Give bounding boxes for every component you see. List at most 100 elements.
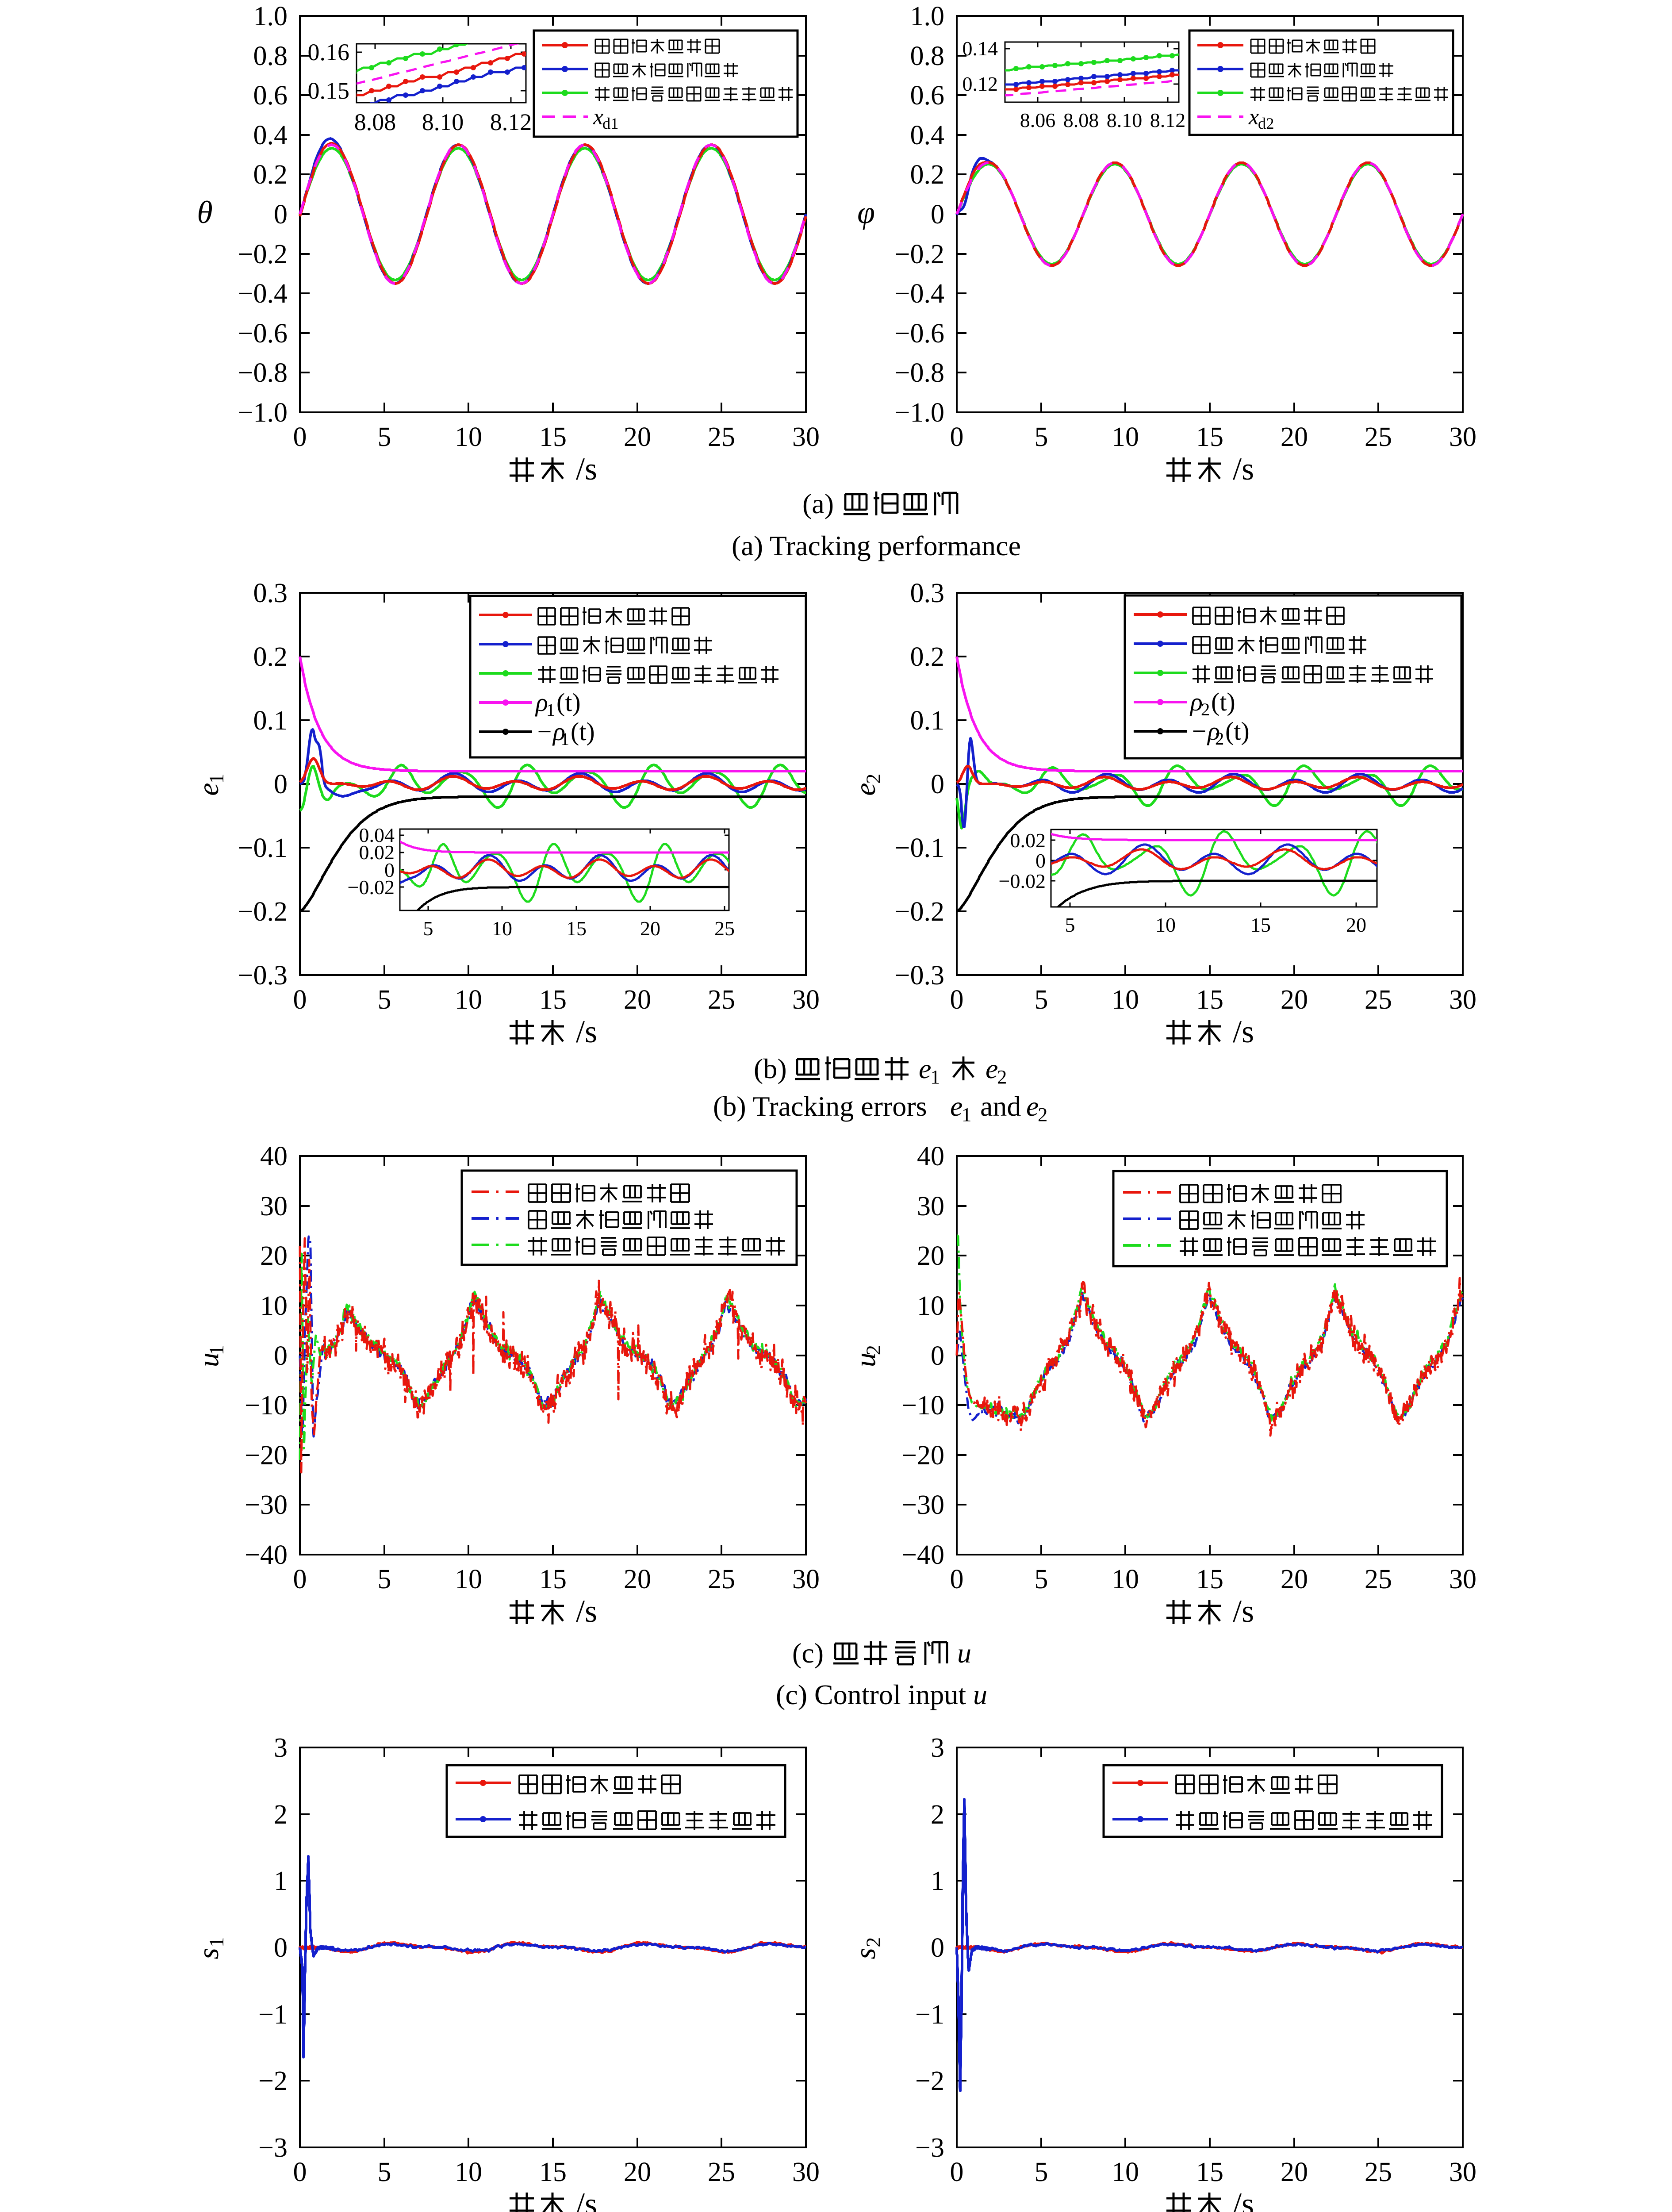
svg-text:15: 15: [539, 1564, 567, 1594]
svg-text:1: 1: [931, 1866, 944, 1896]
svg-text:−0.4: −0.4: [895, 279, 944, 309]
svg-text:40: 40: [917, 1141, 944, 1171]
svg-text:−3: −3: [915, 2133, 944, 2163]
svg-text:/s: /s: [568, 451, 597, 487]
svg-text:5: 5: [1035, 422, 1048, 452]
svg-text:d2: d2: [1258, 115, 1274, 132]
svg-text:30: 30: [1449, 1564, 1476, 1594]
svg-text:/s: /s: [1225, 451, 1254, 487]
svg-text:40: 40: [260, 1141, 288, 1171]
svg-text:and: and: [973, 1091, 1028, 1122]
svg-text:0: 0: [384, 859, 395, 881]
svg-text:15: 15: [1250, 914, 1271, 936]
svg-text:0.6: 0.6: [253, 81, 288, 111]
svg-text:5: 5: [378, 1564, 391, 1594]
svg-text:10: 10: [492, 917, 512, 940]
svg-text:0.02: 0.02: [359, 841, 395, 864]
svg-text:30: 30: [792, 985, 820, 1015]
svg-text:0: 0: [293, 422, 307, 452]
svg-text:10: 10: [1112, 985, 1139, 1015]
svg-text:10: 10: [1155, 914, 1176, 936]
svg-text:e: e: [986, 1053, 998, 1084]
svg-text:8.08: 8.08: [1063, 109, 1099, 131]
svg-text:−0.02: −0.02: [348, 876, 395, 899]
svg-text:−3: −3: [258, 2133, 288, 2163]
svg-text:25: 25: [1365, 1564, 1392, 1594]
svg-text:0.4: 0.4: [253, 120, 288, 150]
svg-text:8.08: 8.08: [354, 109, 396, 135]
svg-text:−1.0: −1.0: [238, 398, 288, 428]
svg-text:e: e: [950, 1091, 963, 1122]
svg-text:0.8: 0.8: [910, 41, 945, 71]
svg-text:2: 2: [1038, 1103, 1047, 1125]
svg-text:−0.4: −0.4: [238, 279, 288, 309]
svg-text:(a): (a): [802, 488, 841, 519]
svg-text:20: 20: [624, 422, 651, 452]
svg-text:20: 20: [640, 917, 660, 940]
svg-text:s: s: [192, 1948, 225, 1959]
svg-text:20: 20: [1281, 2157, 1308, 2187]
svg-text:20: 20: [624, 2157, 651, 2187]
svg-text:0.2: 0.2: [253, 160, 288, 190]
svg-text:1: 1: [205, 774, 228, 784]
svg-text:u: u: [973, 1679, 987, 1710]
svg-text:−40: −40: [245, 1540, 288, 1570]
svg-text:0.6: 0.6: [910, 81, 945, 111]
svg-text:−40: −40: [901, 1540, 944, 1570]
svg-text:25: 25: [708, 422, 735, 452]
svg-text:−2: −2: [258, 2066, 288, 2096]
svg-text:0: 0: [950, 985, 964, 1015]
svg-text:2: 2: [274, 1800, 288, 1830]
svg-text:5: 5: [378, 985, 391, 1015]
svg-text:15: 15: [539, 2157, 567, 2187]
svg-text:e: e: [849, 783, 882, 795]
svg-text:−0.8: −0.8: [238, 358, 288, 388]
svg-text:d1: d1: [602, 115, 618, 132]
svg-text:−0.6: −0.6: [895, 319, 944, 349]
svg-text:5: 5: [1035, 1564, 1048, 1594]
svg-text:30: 30: [917, 1191, 944, 1221]
svg-text:−1.0: −1.0: [895, 398, 944, 428]
svg-text:15: 15: [566, 917, 587, 940]
svg-text:0.1: 0.1: [253, 706, 288, 736]
svg-text:10: 10: [260, 1291, 288, 1321]
svg-text:1: 1: [962, 1103, 971, 1125]
svg-text:(a) Tracking performance: (a) Tracking performance: [732, 530, 1021, 561]
svg-text:15: 15: [1196, 985, 1223, 1015]
svg-text:5: 5: [1035, 2157, 1048, 2187]
svg-text:3: 3: [931, 1733, 944, 1763]
svg-text:φ: φ: [857, 195, 875, 230]
svg-text:10: 10: [455, 1564, 482, 1594]
svg-text:e: e: [1026, 1091, 1039, 1122]
svg-text:2: 2: [1215, 729, 1224, 749]
svg-text:15: 15: [539, 422, 567, 452]
svg-text:/s: /s: [1225, 1014, 1254, 1049]
svg-text:0.3: 0.3: [910, 578, 945, 608]
svg-text:−0.2: −0.2: [895, 239, 944, 269]
svg-text:−0.8: −0.8: [895, 358, 944, 388]
svg-text:10: 10: [1112, 1564, 1139, 1594]
svg-text:10: 10: [1112, 422, 1139, 452]
svg-text:u: u: [957, 1637, 971, 1669]
svg-text:/s: /s: [568, 1594, 597, 1629]
svg-text:e: e: [919, 1053, 931, 1084]
svg-text:−10: −10: [245, 1390, 288, 1421]
svg-text:20: 20: [1281, 985, 1308, 1015]
svg-text:e: e: [192, 783, 225, 795]
svg-text:−1: −1: [258, 2000, 288, 2030]
svg-text:(c): (c): [792, 1637, 831, 1669]
svg-text:1.0: 1.0: [910, 1, 945, 31]
svg-text:25: 25: [1365, 2157, 1392, 2187]
svg-text:15: 15: [1196, 422, 1223, 452]
svg-text:u: u: [192, 1352, 225, 1367]
svg-text:8.10: 8.10: [1107, 109, 1143, 131]
svg-text:30: 30: [1449, 985, 1476, 1015]
svg-text:15: 15: [539, 985, 567, 1015]
svg-text:0: 0: [950, 1564, 964, 1594]
svg-text:−0.6: −0.6: [238, 319, 288, 349]
svg-text:0: 0: [1035, 849, 1046, 872]
svg-text:u: u: [849, 1352, 882, 1367]
svg-text:5: 5: [378, 422, 391, 452]
svg-text:/s: /s: [1225, 1594, 1254, 1629]
svg-text:x: x: [593, 104, 603, 130]
